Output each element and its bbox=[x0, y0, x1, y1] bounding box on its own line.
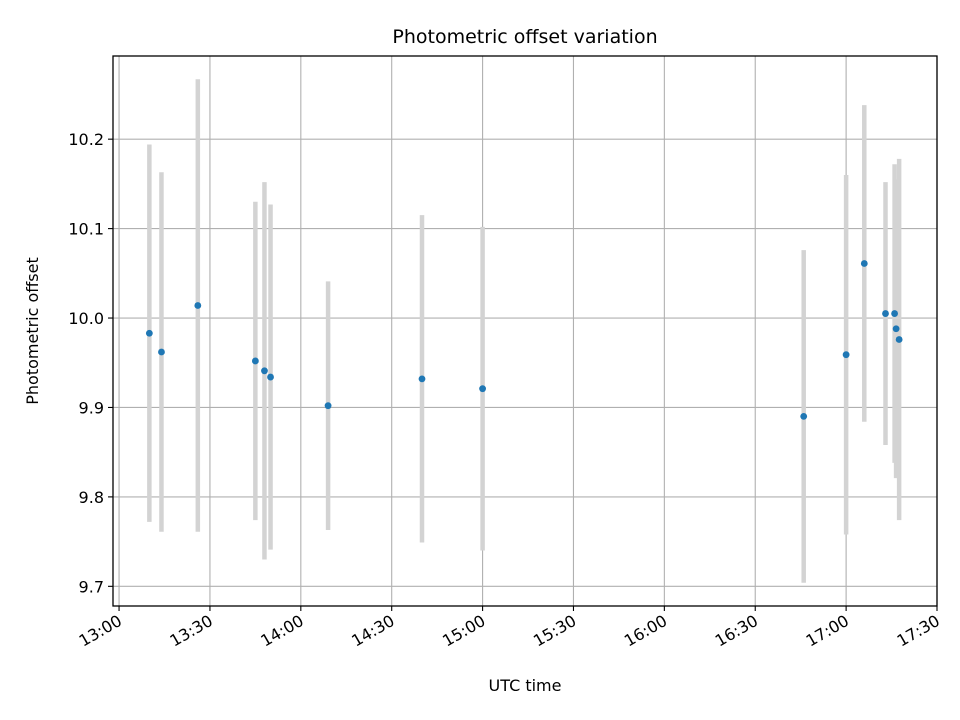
data-points bbox=[145, 260, 903, 420]
data-point bbox=[479, 385, 486, 393]
y-tick-label: 10.1 bbox=[68, 220, 104, 239]
data-point bbox=[892, 325, 900, 333]
y-tick-label: 10.0 bbox=[68, 309, 104, 328]
data-point bbox=[418, 375, 426, 383]
data-point bbox=[895, 336, 903, 343]
plot-frame bbox=[112, 55, 938, 607]
data-point bbox=[261, 367, 268, 375]
y-axis-label: Photometric offset bbox=[23, 257, 42, 405]
y-tick-label: 10.2 bbox=[68, 130, 104, 149]
x-axis-label: UTC time bbox=[489, 676, 562, 695]
data-point bbox=[842, 351, 850, 359]
y-tick-label: 9.8 bbox=[79, 488, 104, 507]
data-point bbox=[145, 329, 153, 337]
data-point bbox=[324, 402, 332, 410]
data-point bbox=[800, 413, 808, 420]
y-axis-ticks: 9.7 9.8 9.9 10.0 10.1 10.2 bbox=[68, 130, 113, 596]
chart-title: Photometric offset variation bbox=[392, 26, 657, 48]
y-tick-label: 9.9 bbox=[79, 398, 104, 417]
data-point bbox=[860, 260, 868, 267]
data-point bbox=[267, 373, 274, 381]
data-point bbox=[882, 310, 889, 317]
y-tick-label: 9.7 bbox=[79, 577, 104, 596]
data-point bbox=[251, 357, 259, 365]
data-point bbox=[158, 348, 165, 356]
data-point bbox=[194, 302, 202, 309]
data-point bbox=[891, 310, 898, 317]
